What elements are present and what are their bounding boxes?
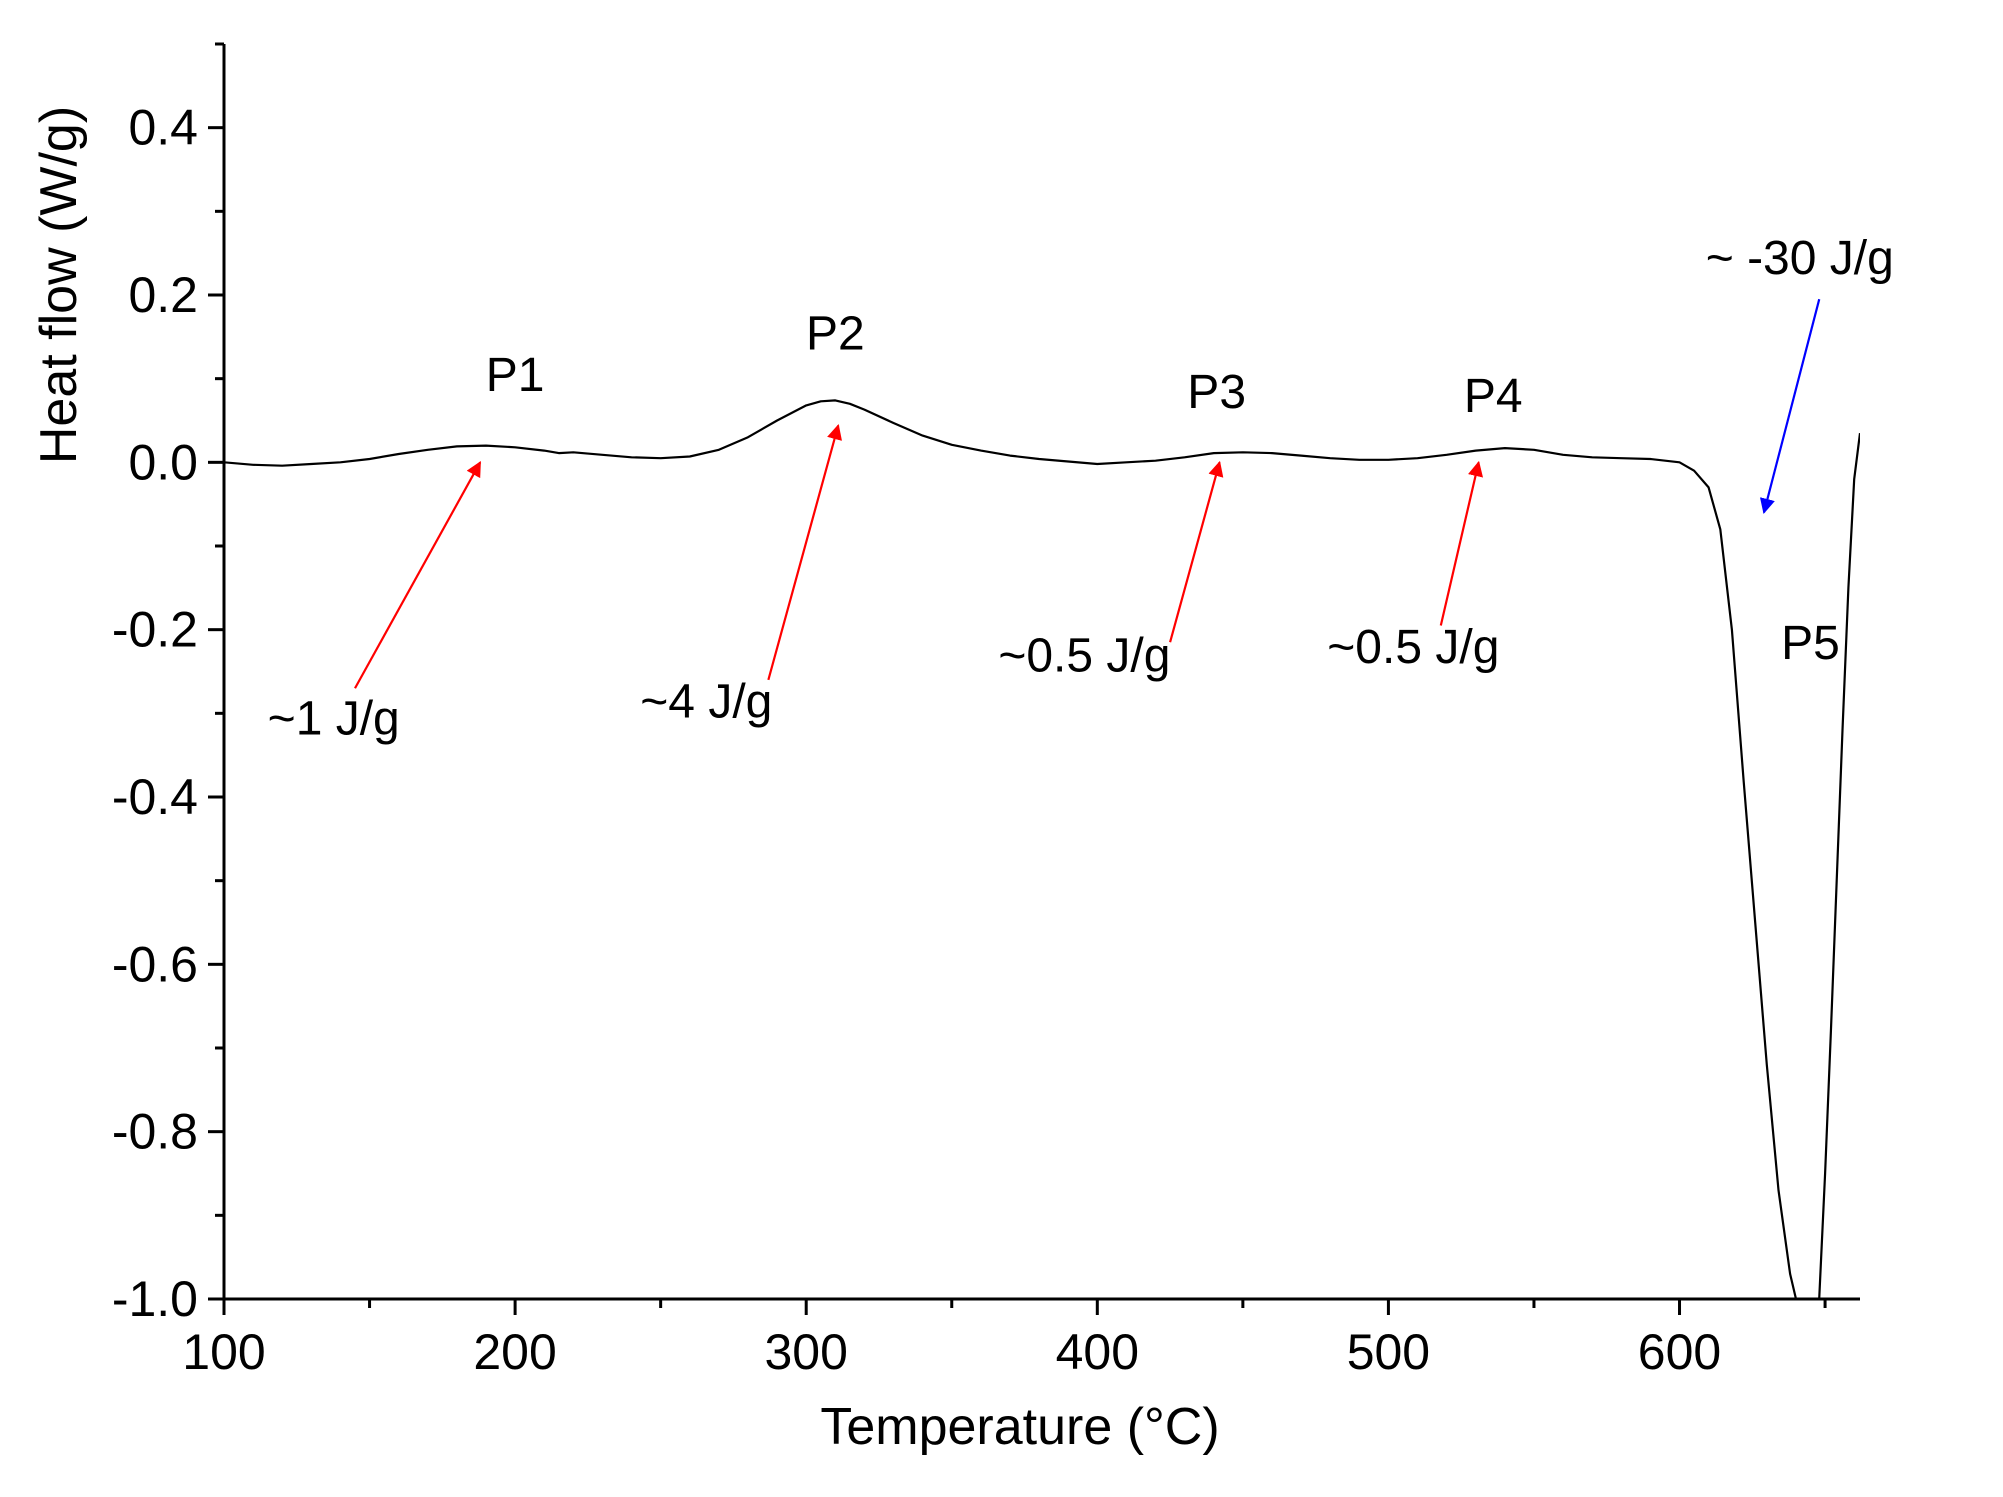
axes: [222, 44, 1860, 1301]
arrow-p3: [1169, 460, 1224, 643]
y-tick-label: -0.6: [112, 936, 198, 992]
energy-label-p4: ~0.5 J/g: [1327, 621, 1499, 674]
x-tick-label: 100: [182, 1324, 265, 1380]
peak-label-p2: P2: [806, 307, 865, 360]
annotations: P1 ~1 J/g P2 ~4 J/g P3 ~0.5 J/g P4 ~0.5 J/g P5 ~ …: [268, 232, 1894, 745]
energy-label-p3: ~0.5 J/g: [998, 630, 1170, 683]
y-tick-label: 0.0: [128, 434, 198, 490]
arrow-p4: [1439, 460, 1484, 626]
y-tick-label: 0.2: [128, 267, 198, 323]
peak-label-p3: P3: [1187, 366, 1246, 419]
x-tick-label: 200: [473, 1324, 556, 1380]
x-tick-label: 600: [1638, 1324, 1721, 1380]
x-tick-label: 300: [764, 1324, 847, 1380]
x-tick-label: 500: [1347, 1324, 1430, 1380]
peak-label-p1: P1: [486, 349, 545, 402]
arrow-p5: [1759, 298, 1821, 515]
energy-label-p2: ~4 J/g: [640, 676, 772, 729]
series-line: [224, 399, 1860, 1299]
x-axis-ticks: 100 200 300 400 500 600: [182, 1299, 1827, 1380]
y-axis-title: Heat flow (W/g): [30, 106, 88, 464]
x-tick-label: 400: [1056, 1324, 1139, 1380]
y-tick-label: -1.0: [112, 1271, 198, 1327]
x-axis-title: Temperature (°C): [820, 1398, 1219, 1456]
y-tick-label: 0.4: [128, 100, 198, 156]
arrow-p1: [354, 460, 482, 689]
peak-label-p4: P4: [1464, 370, 1523, 423]
arrow-p2: [767, 424, 842, 681]
energy-label-p5: ~ -30 J/g: [1706, 232, 1894, 285]
y-tick-label: -0.2: [112, 602, 198, 658]
energy-label-p1: ~1 J/g: [268, 692, 400, 745]
peak-label-p5: P5: [1781, 617, 1840, 670]
y-axis-ticks: 0.4 0.2 0.0 -0.2 -0.4 -0.6 -0.8 -1.0: [112, 42, 224, 1327]
series-layer: [224, 399, 1860, 1299]
y-tick-label: -0.8: [112, 1104, 198, 1160]
y-tick-label: -0.4: [112, 769, 198, 825]
